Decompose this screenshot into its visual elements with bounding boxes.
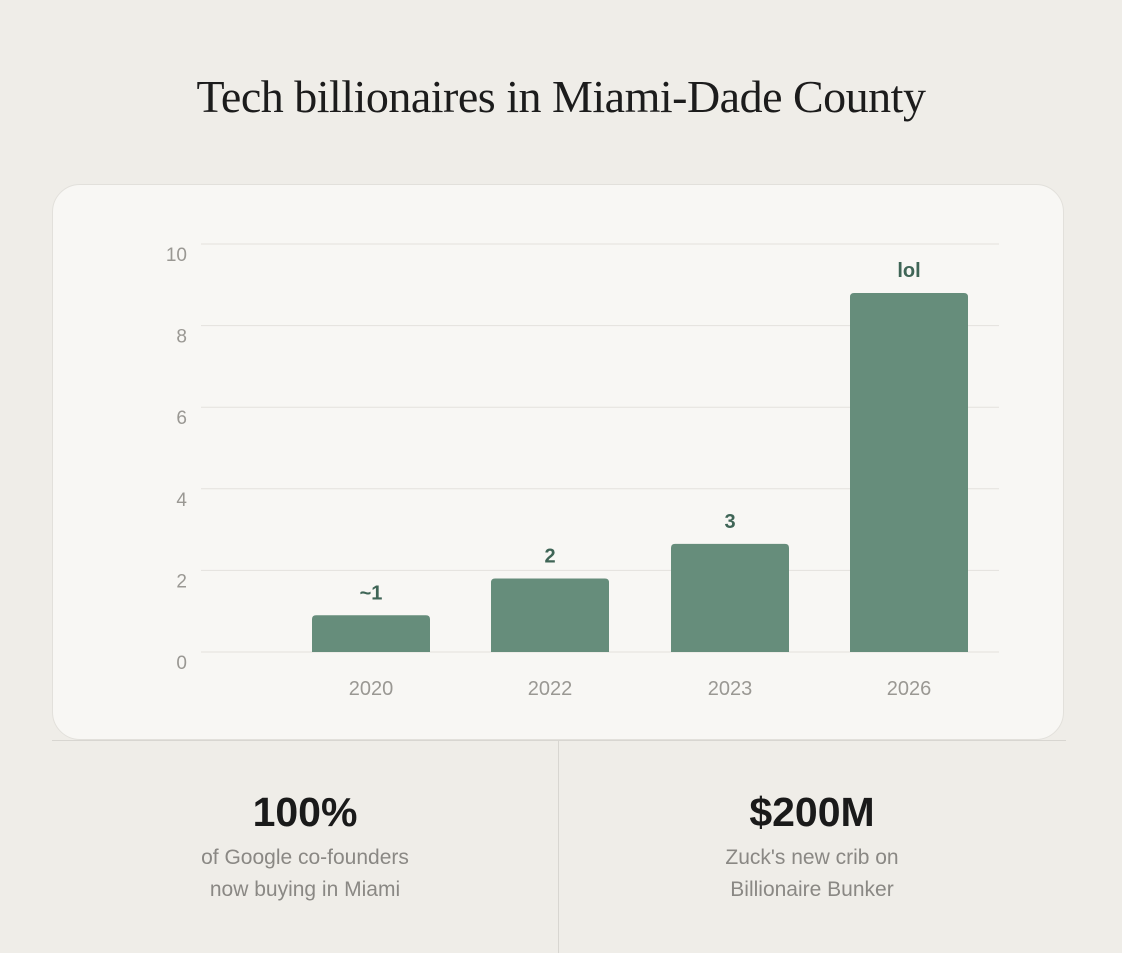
bar-chart: 0 2 4 6 8 10 ~1 2020 2 2022 3 2023 lol 2026 [166,243,999,700]
bar-2020 [312,615,430,652]
data-label: 2 [544,546,555,568]
stat-google-cofounders: 100% of Google co-founders now buying in… [52,786,558,906]
stat-caption-line: of Google co-founders [201,846,409,869]
bar-2022 [491,578,609,652]
data-label: ~1 [360,582,383,604]
chart-card: 0 2 4 6 8 10 ~1 2020 2 2022 3 2023 lol 2026 [52,184,1064,740]
y-tick-label: 4 [176,490,187,511]
stat-caption-line: now buying in Miami [209,878,401,901]
data-label: 3 [724,511,735,533]
bar-2026 [850,292,968,652]
x-tick-label: 2023 [708,678,753,700]
horizontal-divider [52,740,1066,741]
x-tick-label: 2026 [887,678,932,700]
y-tick-label: 6 [176,408,187,429]
y-tick-label: 8 [176,327,187,348]
stat-caption: Zuck's new crib on Billionaire Bunker [559,842,1065,906]
data-label: lol [897,260,920,282]
stat-value: 100% [252,789,358,835]
y-tick-label: 0 [176,653,187,674]
page-title: Tech billionaires in Miami-Dade County [196,71,926,122]
bar-2023 [671,543,789,652]
y-tick-label: 2 [176,571,187,592]
x-tick-label: 2022 [528,678,573,700]
stat-caption-line: Zuck's new crib on [725,846,899,869]
stat-zuck-crib: $200M Zuck's new crib on Billionaire Bun… [559,786,1065,906]
stat-caption-line: Billionaire Bunker [730,878,894,901]
stat-caption: of Google co-founders now buying in Miam… [52,842,558,906]
vertical-divider [558,741,559,953]
stat-value: $200M [749,789,875,835]
x-tick-label: 2020 [349,678,394,700]
y-tick-label: 10 [166,245,187,266]
